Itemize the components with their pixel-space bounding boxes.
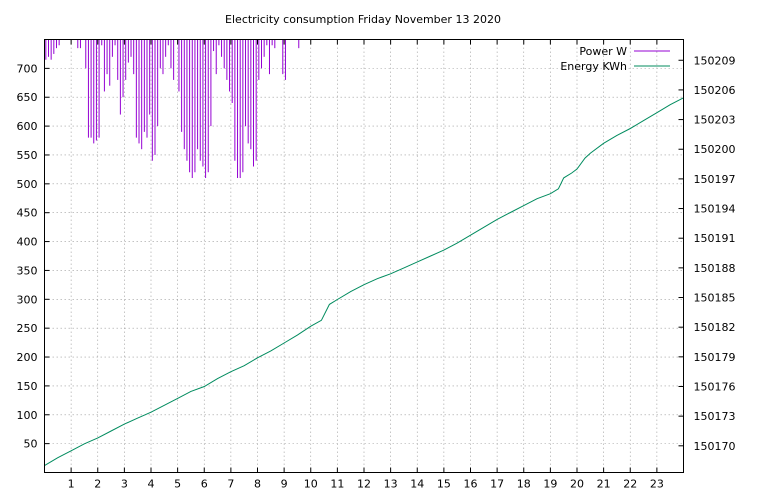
x-tick-label: 2 [94, 478, 101, 491]
y-left-tick-label: 250 [17, 322, 38, 335]
y-right-tick-label: 150188 [694, 262, 736, 275]
legend-label: Power W [579, 45, 627, 58]
y-right-tick-label: 150170 [694, 440, 736, 453]
y-left-tick-label: 300 [17, 293, 38, 306]
grid-lines [44, 39, 684, 473]
x-tick-label: 8 [254, 478, 261, 491]
y-left-tick-label: 400 [17, 236, 38, 249]
x-tick-label: 20 [570, 478, 584, 491]
y-right-tick-label: 150200 [694, 143, 736, 156]
y-left-tick-label: 500 [17, 178, 38, 191]
legend: Power W Energy KWh [560, 45, 670, 73]
x-tick-label: 15 [437, 478, 451, 491]
y-right-tick-label: 150173 [694, 410, 736, 423]
y-right-tick-label: 150194 [694, 203, 736, 216]
x-tick-label: 23 [650, 478, 664, 491]
x-tick-label: 12 [357, 478, 371, 491]
x-tick-label: 6 [201, 478, 208, 491]
chart-title: Electricity consumption Friday November … [225, 13, 501, 26]
legend-label: Energy KWh [560, 60, 627, 73]
x-tick-label: 13 [384, 478, 398, 491]
y-left-tick-label: 600 [17, 120, 38, 133]
energy-line [44, 97, 684, 467]
y-left-tick-label: 50 [24, 438, 38, 451]
y-left-tick-label: 100 [17, 409, 38, 422]
x-tick-label: 3 [121, 478, 128, 491]
x-tick-label: 7 [227, 478, 234, 491]
y-left-tick-label: 200 [17, 351, 38, 364]
plot-series [44, 39, 684, 467]
x-tick-label: 18 [517, 478, 531, 491]
power-impulses [45, 39, 300, 179]
x-tick-label: 21 [597, 478, 611, 491]
x-tick-label: 9 [281, 478, 288, 491]
axis-ticks: 1 2 3 4 5 6 7 8 9 10 11 12 13 14 15 16 17 18 19 20 21 22 23501… [17, 39, 736, 491]
x-tick-label: 4 [148, 478, 155, 491]
y-right-tick-label: 150197 [694, 173, 736, 186]
x-tick-label: 14 [410, 478, 424, 491]
y-left-tick-label: 450 [17, 207, 38, 220]
y-right-tick-label: 150206 [694, 84, 736, 97]
x-tick-label: 5 [174, 478, 181, 491]
x-tick-label: 1 [68, 478, 75, 491]
y-left-tick-label: 550 [17, 149, 38, 162]
x-tick-label: 10 [304, 478, 318, 491]
x-tick-label: 19 [543, 478, 557, 491]
y-right-tick-label: 150176 [694, 380, 736, 393]
y-right-tick-label: 150191 [694, 232, 736, 245]
y-left-tick-label: 700 [17, 62, 38, 75]
y-right-tick-label: 150179 [694, 351, 736, 364]
x-tick-label: 17 [490, 478, 504, 491]
y-right-tick-label: 150203 [694, 114, 736, 127]
x-tick-label: 16 [464, 478, 478, 491]
x-tick-label: 11 [330, 478, 344, 491]
y-right-tick-label: 150209 [694, 54, 736, 67]
y-left-tick-label: 150 [17, 380, 38, 393]
x-tick-label: 22 [623, 478, 637, 491]
y-right-tick-label: 150185 [694, 292, 736, 305]
y-left-tick-label: 650 [17, 91, 38, 104]
y-right-tick-label: 150182 [694, 321, 736, 334]
y-left-tick-label: 350 [17, 264, 38, 277]
